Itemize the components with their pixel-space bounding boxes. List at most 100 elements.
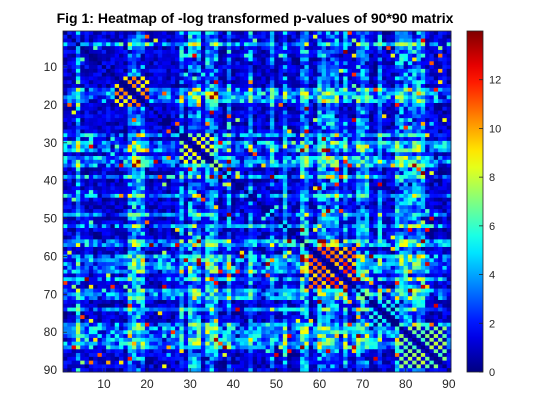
heatmap-cell — [382, 57, 387, 62]
heatmap-cell — [425, 53, 430, 58]
heatmap-cell — [351, 121, 357, 127]
heatmap-cell — [412, 224, 417, 229]
heatmap-cell — [192, 193, 198, 199]
heatmap-cell — [287, 129, 292, 134]
heatmap-cell — [287, 174, 292, 180]
heatmap-cell — [131, 49, 137, 55]
heatmap-cell — [334, 106, 340, 111]
heatmap-cell — [67, 228, 73, 233]
heatmap-cell — [179, 228, 185, 233]
heatmap-cell — [403, 140, 409, 146]
heatmap-cell — [300, 91, 305, 96]
heatmap-cell — [390, 137, 396, 142]
heatmap-cell — [140, 212, 146, 218]
heatmap-cell — [140, 152, 146, 157]
heatmap-cell — [351, 102, 357, 108]
heatmap-cell — [313, 84, 318, 89]
heatmap-cell — [403, 152, 409, 157]
heatmap-cell — [222, 110, 228, 115]
heatmap-cell — [442, 235, 448, 240]
heatmap-cells — [63, 31, 452, 373]
heatmap-cell — [119, 205, 124, 210]
heatmap-cell — [399, 144, 404, 149]
heatmap-cell — [403, 186, 409, 191]
heatmap-cell — [149, 129, 154, 134]
heatmap-cell — [192, 49, 198, 55]
heatmap-cell — [205, 174, 210, 180]
heatmap-cell — [213, 61, 219, 66]
heatmap-cell — [248, 193, 254, 199]
heatmap-cell — [420, 118, 426, 123]
heatmap-cell — [84, 220, 90, 225]
heatmap-cell — [140, 148, 146, 153]
heatmap-cell — [114, 193, 120, 199]
heatmap-cell — [425, 133, 430, 138]
heatmap-cell — [321, 110, 327, 115]
heatmap-cell — [377, 159, 383, 165]
heatmap-cell — [123, 178, 129, 183]
heatmap-cell — [442, 186, 448, 191]
heatmap-cell — [407, 106, 413, 111]
heatmap-cell — [438, 31, 443, 36]
heatmap-cell — [317, 212, 323, 218]
heatmap-cell — [334, 84, 340, 89]
heatmap-cell — [407, 110, 413, 115]
heatmap-cell — [209, 118, 215, 123]
heatmap-cell — [394, 99, 400, 104]
heatmap-cell — [205, 193, 210, 199]
heatmap-cell — [222, 239, 228, 244]
heatmap-cell — [110, 42, 116, 47]
heatmap-cell — [175, 182, 180, 187]
heatmap-cell — [192, 186, 198, 191]
heatmap-cell — [308, 140, 314, 146]
heatmap-cell — [265, 99, 271, 104]
heatmap-cell — [265, 163, 271, 168]
heatmap-cell — [183, 216, 189, 221]
heatmap-cell — [170, 95, 176, 100]
heatmap-cell — [71, 46, 77, 51]
heatmap-cell — [343, 220, 348, 225]
heatmap-cell — [313, 167, 318, 172]
heatmap-cell — [144, 228, 150, 233]
heatmap-cell — [88, 137, 94, 142]
heatmap-cell — [88, 34, 94, 39]
heatmap-cell — [162, 201, 167, 206]
heatmap-cell — [416, 220, 422, 225]
heatmap-cell — [364, 140, 370, 146]
heatmap-cell — [170, 140, 176, 146]
heatmap-cell — [300, 216, 305, 221]
heatmap-cell — [67, 156, 73, 161]
heatmap-cell — [265, 197, 271, 202]
heatmap-cell — [274, 156, 279, 161]
heatmap-cell — [123, 224, 129, 229]
heatmap-cell — [399, 121, 404, 127]
heatmap-cell — [442, 65, 448, 70]
heatmap-cell — [425, 174, 430, 180]
heatmap-cell — [166, 76, 172, 81]
heatmap-cell — [364, 118, 370, 123]
heatmap-cell — [97, 212, 103, 218]
heatmap-cell — [144, 118, 150, 123]
heatmap-cell — [196, 87, 202, 93]
heatmap-cell — [287, 144, 292, 149]
heatmap-cell — [196, 224, 202, 229]
heatmap-cell — [412, 87, 417, 93]
heatmap-cell — [394, 125, 400, 130]
heatmap-cell — [244, 167, 249, 172]
heatmap-cell — [218, 212, 223, 218]
heatmap-cell — [433, 186, 439, 191]
heatmap-cell — [433, 87, 439, 93]
heatmap-cell — [231, 57, 236, 62]
heatmap-cell — [308, 46, 314, 51]
heatmap-cell — [162, 212, 167, 218]
heatmap-cell — [360, 31, 366, 36]
heatmap-cell — [274, 95, 279, 100]
heatmap-cell — [101, 216, 107, 221]
heatmap-cell — [304, 102, 310, 108]
heatmap-cell — [213, 110, 219, 115]
heatmap-cell — [248, 31, 254, 36]
heatmap-cell — [235, 190, 241, 195]
heatmap-cell — [257, 209, 262, 214]
heatmap-cell — [213, 91, 219, 96]
heatmap-cell — [382, 159, 387, 165]
